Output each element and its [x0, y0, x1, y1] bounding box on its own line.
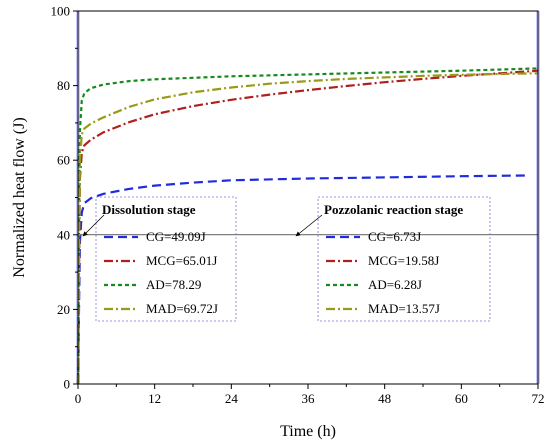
- legend-label: AD=78.29: [146, 277, 201, 292]
- legend-entry: AD=6.28J: [326, 277, 422, 292]
- series-line-cg: [76, 174, 526, 385]
- x-tick-label: 0: [75, 391, 82, 406]
- legend-entry: MAD=69.72J: [104, 301, 218, 316]
- legend-label: MCG=65.01J: [146, 253, 217, 268]
- legend-label: MAD=69.72J: [146, 301, 218, 316]
- legend-dissolution-stage: Dissolution stage CG=49.09J MCG=65.01J A…: [82, 196, 237, 322]
- y-tick-label: 100: [51, 4, 71, 19]
- legend-box: [317, 196, 491, 322]
- legend-entry: CG=49.09J: [104, 229, 206, 244]
- series-line-mad: [76, 72, 539, 385]
- legend-entry: CG=6.73J: [326, 229, 421, 244]
- x-axis-label: Time (h): [280, 423, 336, 440]
- legend-label: MCG=19.58J: [368, 253, 439, 268]
- legend-label: CG=49.09J: [146, 229, 206, 244]
- legend-title: Pozzolanic reaction stage: [324, 202, 463, 217]
- x-tick-label: 24: [225, 391, 239, 406]
- y-tick-label: 80: [57, 78, 70, 93]
- legend-box: [95, 196, 237, 322]
- y-ticks: 0 20 40 60 80 100: [51, 4, 78, 392]
- legend-pointer-arrow: [82, 214, 105, 237]
- x-tick-label: 60: [455, 391, 468, 406]
- x-tick-label: 36: [302, 391, 316, 406]
- legend-entry: MAD=13.57J: [326, 301, 440, 316]
- y-tick-label: 40: [57, 227, 70, 242]
- x-tick-label: 72: [532, 391, 545, 406]
- legend-entry: MCG=19.58J: [326, 253, 439, 268]
- series-line-mcg: [76, 69, 539, 385]
- x-ticks: 0 12 24 36 48 60 72: [75, 384, 545, 406]
- series-layer: [76, 67, 539, 385]
- y-axis-label: Normalized heat flow (J): [11, 117, 28, 277]
- shaded-bands: [76, 11, 540, 384]
- y-tick-label: 0: [64, 377, 71, 392]
- legend-entry: MCG=65.01J: [104, 253, 217, 268]
- legend-title: Dissolution stage: [102, 202, 196, 217]
- legend-label: CG=6.73J: [368, 229, 421, 244]
- legend-entry: AD=78.29: [104, 277, 201, 292]
- x-tick-label: 48: [378, 391, 391, 406]
- legend-label: AD=6.28J: [368, 277, 422, 292]
- y-tick-label: 60: [57, 153, 70, 168]
- plot-frame: [77, 10, 539, 385]
- series-line-ad: [76, 67, 539, 385]
- legend-label: MAD=13.57J: [368, 301, 440, 316]
- x-tick-label: 12: [148, 391, 161, 406]
- legend-pozzolanic-stage: Pozzolanic reaction stage CG=6.73J MCG=1…: [295, 196, 491, 322]
- y-tick-label: 20: [57, 302, 70, 317]
- axes: [77, 10, 539, 385]
- legend-pointer-arrow: [295, 214, 323, 237]
